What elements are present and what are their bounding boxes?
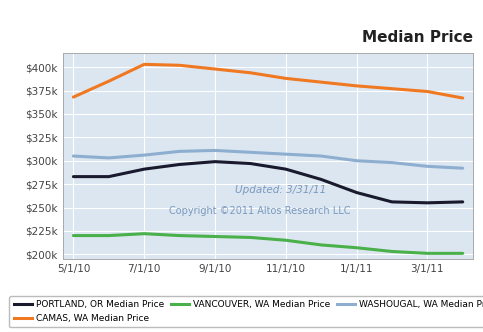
Legend: PORTLAND, OR Median Price, CAMAS, WA Median Price, VANCOUVER, WA Median Price, W: PORTLAND, OR Median Price, CAMAS, WA Med…: [9, 296, 483, 327]
Text: Copyright ©2011 Altos Research LLC: Copyright ©2011 Altos Research LLC: [169, 206, 351, 216]
Text: Median Price: Median Price: [362, 30, 473, 45]
Text: Updated: 3/31/11: Updated: 3/31/11: [235, 185, 326, 195]
